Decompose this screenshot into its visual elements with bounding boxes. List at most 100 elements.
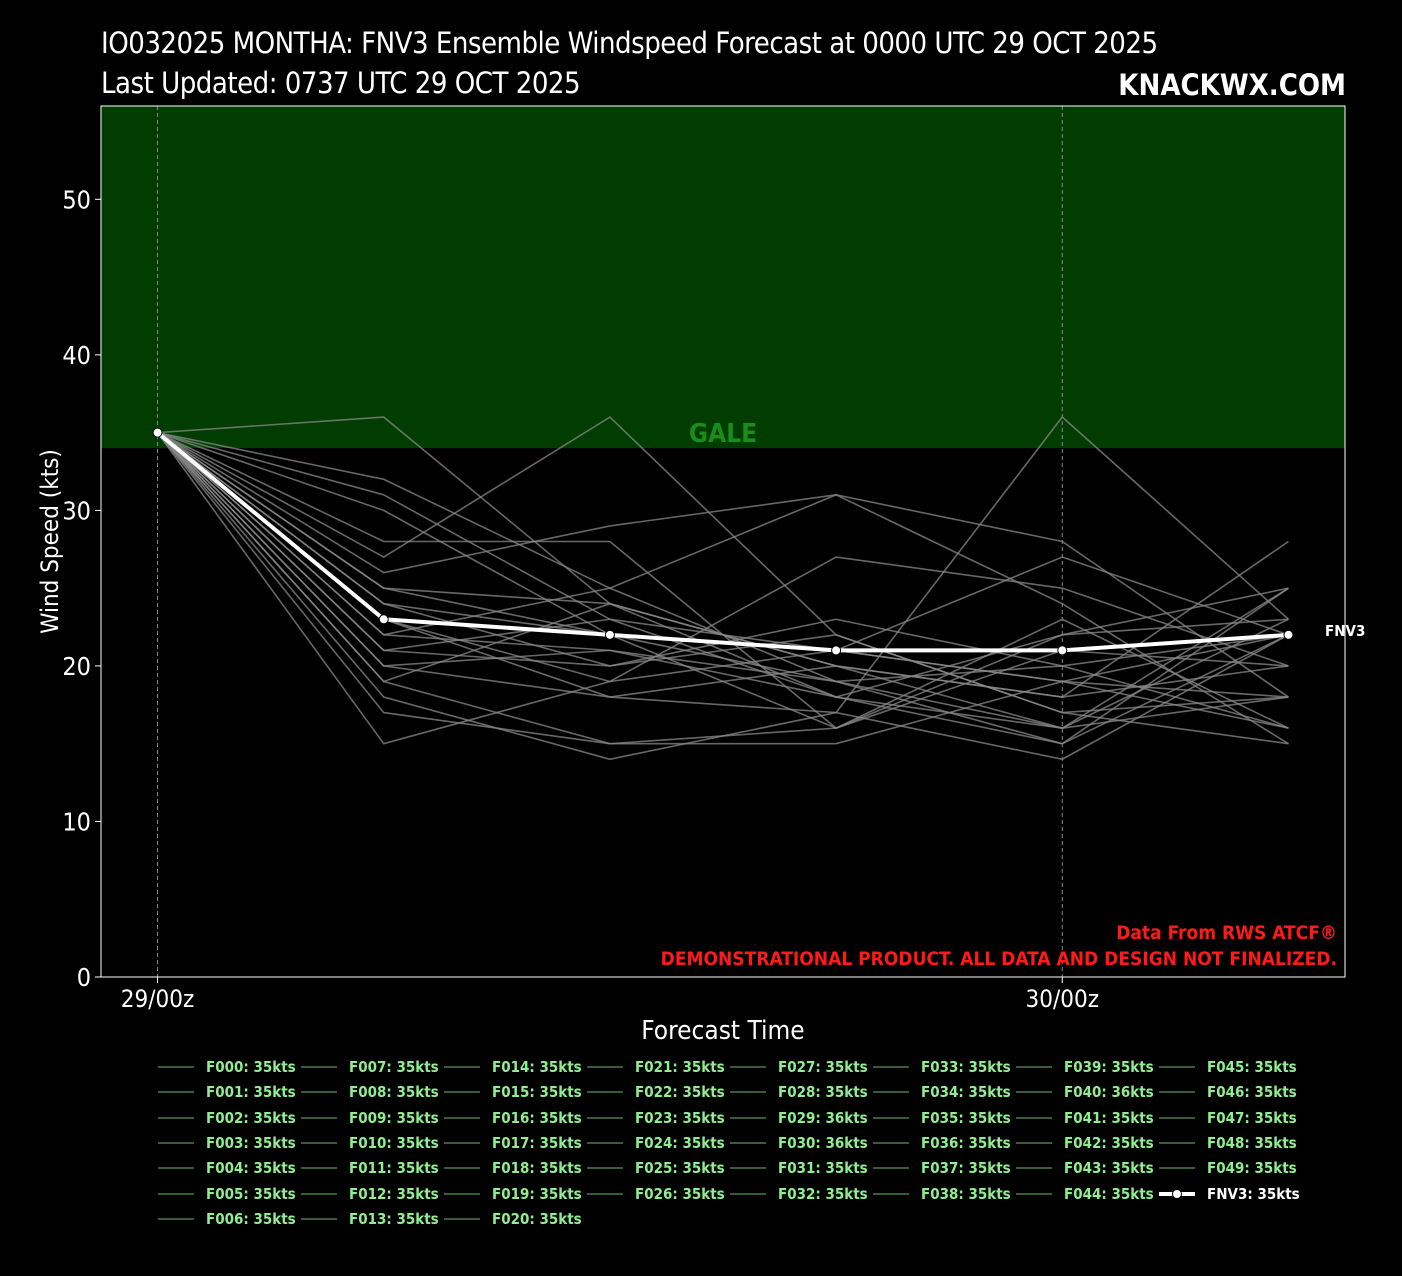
legend-label: F014: 35kts (492, 1058, 582, 1076)
fnv3-line (156, 431, 1289, 653)
legend-item: F029: 36kts (730, 1107, 868, 1129)
legend-label: F032: 35kts (778, 1184, 868, 1203)
legend-item: F040: 36kts (1016, 1081, 1154, 1103)
y-axis-label: Wind Speed (kts) (36, 449, 64, 634)
member-line (157, 416, 1289, 714)
legend-item: F002: 35kts (158, 1107, 296, 1129)
legend-line-swatch (1016, 1066, 1052, 1068)
legend-item: F045: 35kts (1159, 1056, 1297, 1078)
member-line (156, 432, 1289, 745)
legend-line-swatch (1159, 1066, 1195, 1068)
legend-item: F048: 35kts (1159, 1132, 1297, 1154)
legend-line-swatch (444, 1091, 480, 1094)
legend-label: F013: 35kts (349, 1209, 439, 1228)
legend-line-swatch (873, 1066, 909, 1068)
legend-label: F044: 35kts (1064, 1184, 1154, 1203)
legend-label: F019: 35kts (492, 1184, 582, 1203)
legend-label: F023: 35kts (635, 1108, 725, 1127)
series-end-label: FNV3 (1325, 622, 1365, 640)
legend-line-swatch (730, 1141, 766, 1144)
legend-item: F042: 35kts (1016, 1132, 1154, 1154)
legend-item: F028: 35kts (730, 1081, 868, 1103)
legend-item: F031: 35kts (730, 1157, 868, 1179)
legend-line-swatch (444, 1066, 480, 1068)
plot-frame (100, 105, 1346, 978)
legend-label: F033: 35kts (921, 1058, 1011, 1076)
legend-line-swatch (1159, 1091, 1195, 1094)
legend-item: F017: 35kts (444, 1132, 582, 1154)
member-line (156, 432, 1289, 698)
legend-label: F038: 35kts (921, 1184, 1011, 1203)
legend-line-swatch (444, 1192, 480, 1195)
legend-line-swatch (730, 1091, 766, 1094)
fnv3-point (1283, 629, 1294, 640)
legend-label: F005: 35kts (206, 1184, 296, 1203)
gale-label: GALE (689, 419, 757, 449)
y-tick-label: 20 (62, 652, 91, 681)
legend-item: F012: 35kts (301, 1183, 439, 1205)
legend-label: F020: 35kts (492, 1209, 582, 1228)
legend-line-swatch (587, 1116, 623, 1119)
legend-label: FNV3: 35kts (1207, 1184, 1300, 1203)
legend-label: F024: 35kts (635, 1133, 725, 1152)
legend-label: F022: 35kts (635, 1083, 725, 1102)
legend-line-swatch (301, 1141, 337, 1144)
wind-speed-chart: 0 10 20 30 40 50 29/00z 30/00z GALE Wind Speed… (36, 105, 1365, 1046)
legend-line-swatch (444, 1167, 480, 1170)
legend-item: F038: 35kts (873, 1183, 1011, 1205)
legend-item: F005: 35kts (158, 1183, 296, 1205)
legend-label: F035: 35kts (921, 1108, 1011, 1127)
legend-item: F047: 35kts (1159, 1107, 1297, 1129)
legend-label: F030: 36kts (778, 1133, 868, 1152)
x-axis-label: Forecast Time (641, 1016, 804, 1046)
legend-line-swatch (873, 1167, 909, 1170)
legend-line-swatch (301, 1217, 337, 1220)
legend-line-swatch (1016, 1091, 1052, 1094)
legend-line-swatch (730, 1167, 766, 1170)
legend-label: F049: 35kts (1207, 1159, 1297, 1178)
member-line (156, 432, 1289, 745)
legend-item: F030: 36kts (730, 1132, 868, 1154)
legend-item: F037: 35kts (873, 1157, 1011, 1179)
legend-label: F046: 35kts (1207, 1083, 1297, 1102)
member-line (156, 432, 1289, 745)
legend-line-swatch (301, 1116, 337, 1119)
legend-label: F026: 35kts (635, 1184, 725, 1203)
legend-label: F028: 35kts (778, 1083, 868, 1102)
legend-item: F027: 35kts (730, 1056, 868, 1078)
legend-line-swatch (587, 1141, 623, 1144)
legend-line-swatch (873, 1116, 909, 1119)
legend-line-swatch (1159, 1188, 1195, 1199)
legend-line-swatch (587, 1192, 623, 1195)
member-line (157, 431, 1289, 745)
legend-label: F015: 35kts (492, 1083, 582, 1102)
legend-line-swatch (1159, 1141, 1195, 1144)
legend-label: F039: 35kts (1064, 1058, 1154, 1076)
legend-item: F013: 35kts (301, 1208, 439, 1230)
legend-item: F010: 35kts (301, 1132, 439, 1154)
legend-item-fnv3: FNV3: 35kts (1159, 1183, 1300, 1205)
legend-line-swatch (873, 1192, 909, 1195)
legend-label: F048: 35kts (1207, 1133, 1297, 1152)
legend-item: F025: 35kts (587, 1157, 725, 1179)
legend-label: F043: 35kts (1064, 1159, 1154, 1178)
legend-line-swatch (587, 1167, 623, 1170)
legend-item: F033: 35kts (873, 1056, 1011, 1078)
legend-item: F008: 35kts (301, 1081, 439, 1103)
legend-label: F010: 35kts (349, 1133, 439, 1152)
legend-line-swatch (873, 1141, 909, 1144)
legend-item: F036: 35kts (873, 1132, 1011, 1154)
fnv3-point (604, 629, 615, 640)
legend-line-swatch (158, 1167, 194, 1170)
legend-line-swatch (158, 1066, 194, 1068)
legend-label: F000: 35kts (206, 1058, 296, 1076)
legend-item: F022: 35kts (587, 1081, 725, 1103)
legend-line-swatch (1159, 1116, 1195, 1119)
fnv3-point (378, 614, 389, 625)
legend-label: F012: 35kts (349, 1184, 439, 1203)
gale-band (101, 106, 1345, 449)
legend-label: F041: 35kts (1064, 1108, 1154, 1127)
legend-item: F024: 35kts (587, 1132, 725, 1154)
legend-item: F004: 35kts (158, 1157, 296, 1179)
legend-label: F008: 35kts (349, 1083, 439, 1102)
